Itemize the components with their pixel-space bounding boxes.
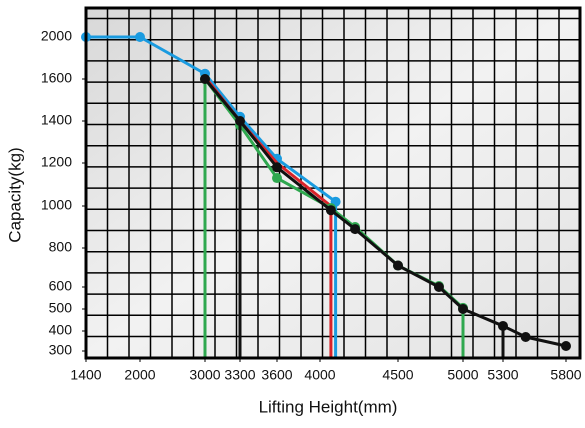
plot-area — [86, 8, 580, 358]
y-tick-label: 800 — [49, 239, 73, 255]
point — [350, 224, 361, 235]
y-tick-label: 1200 — [41, 154, 72, 170]
point — [200, 74, 210, 84]
y-tick-label: 1600 — [41, 70, 72, 86]
point — [325, 205, 336, 216]
marks — [81, 32, 571, 358]
y-tick-label: 600 — [49, 278, 73, 294]
point — [272, 162, 282, 173]
y-tick-label: 500 — [49, 300, 73, 316]
x-tick-label: 5800 — [550, 367, 581, 383]
point — [433, 282, 444, 292]
point — [520, 332, 531, 342]
point — [393, 260, 403, 271]
point — [561, 341, 571, 351]
x-tick-label: 3300 — [224, 367, 255, 383]
x-tick-label: 4000 — [304, 367, 335, 383]
point — [235, 116, 245, 126]
point — [498, 320, 508, 331]
x-tick-label: 1400 — [70, 367, 101, 383]
y-axis-title: Capacity(kg) — [5, 147, 24, 242]
x-tick-label: 3600 — [261, 367, 292, 383]
point — [135, 32, 145, 42]
y-tick-label: 300 — [49, 342, 73, 358]
y-tick-label: 1000 — [41, 197, 72, 213]
x-axis-title: Lifting Height(mm) — [259, 397, 398, 416]
series-line — [86, 35, 337, 203]
x-tick-label: 5000 — [447, 367, 478, 383]
y-tick-label: 1400 — [41, 112, 72, 128]
point — [272, 173, 282, 184]
plot-frame — [84, 6, 582, 360]
point — [458, 304, 468, 314]
x-tick-label: 4500 — [382, 367, 413, 383]
x-tick-label: 5300 — [487, 367, 518, 383]
x-tick-label: 2000 — [124, 367, 155, 383]
y-tick-label: 400 — [49, 322, 73, 338]
x-tick-label: 3000 — [189, 367, 220, 383]
y-tick-label: 2000 — [41, 28, 72, 44]
